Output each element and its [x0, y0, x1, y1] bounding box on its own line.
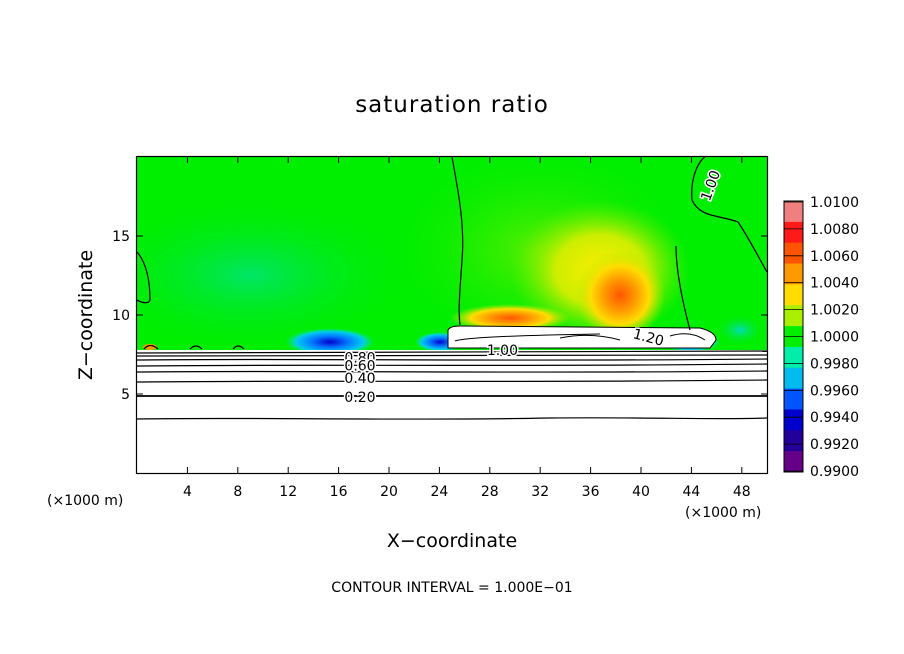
- colorbar-label: 0.9900: [810, 464, 859, 480]
- colorbar-swatch: [784, 242, 803, 265]
- x-tick-label: 12: [279, 484, 297, 500]
- y-axis: 5 10 15: [112, 229, 767, 403]
- y-tick-label: 5: [121, 387, 130, 403]
- colorbar-swatch: [784, 284, 803, 306]
- x-units-right: (×1000 m): [685, 505, 761, 521]
- colorbar-label: 1.0100: [810, 195, 859, 211]
- contour-labels: 1.001.201.000.800.600.400.20: [343, 167, 726, 408]
- x-axis: 4 8 12 16 20 24 28 32 36 40 44 48: [183, 157, 751, 500]
- colorbar-swatch: [784, 201, 803, 223]
- colorbar-label: 1.0020: [810, 303, 859, 319]
- colorbar-label: 1.0000: [810, 330, 859, 346]
- colorbar-swatch: [784, 388, 803, 410]
- y-axis-label: Z−coordinate: [75, 250, 97, 380]
- y-tick-label: 15: [112, 229, 130, 245]
- contour-lines: [136, 156, 768, 420]
- colorbar-swatch: [784, 451, 803, 473]
- x-tick-label: 28: [481, 484, 499, 500]
- x-tick-label: 48: [733, 484, 751, 500]
- colorbar-label: 0.9960: [810, 383, 859, 399]
- colorbar-label: 1.0060: [810, 249, 859, 265]
- colorbar-label: 0.9980: [810, 356, 859, 372]
- contour-interval: CONTOUR INTERVAL = 1.000E−01: [331, 580, 572, 596]
- colorbar-swatch: [784, 263, 803, 285]
- colorbar-swatch: [784, 305, 803, 327]
- x-units-left: (×1000 m): [47, 493, 123, 509]
- plot-frame: [135, 155, 769, 475]
- contour-label: 0.80: [344, 351, 375, 367]
- colorbar-swatch: [784, 367, 803, 390]
- contour-label: 0.60: [344, 359, 375, 375]
- x-tick-label: 40: [632, 484, 650, 500]
- colorbar-swatch: [784, 409, 803, 431]
- colorbar-label: 0.9920: [810, 437, 859, 453]
- x-axis-label: X−coordinate: [387, 530, 517, 552]
- colorbar-label: 0.9940: [810, 410, 859, 426]
- colorbar-label: 1.0080: [810, 222, 859, 238]
- chart-title: saturation ratio: [355, 92, 549, 118]
- contour-label: 0.20: [344, 390, 375, 406]
- saturation-field: [137, 157, 767, 473]
- x-tick-label: 24: [430, 484, 448, 500]
- x-tick-label: 8: [233, 484, 242, 500]
- contour-label: 1.00: [487, 343, 518, 359]
- colorbar-swatch: [784, 430, 803, 452]
- colorbar: 1.0100 1.0080 1.0060 1.0040 1.0020 1.0000 0.99…: [783, 195, 859, 480]
- y-tick-label: 10: [112, 308, 130, 324]
- x-tick-label: 32: [531, 484, 549, 500]
- colorbar-swatch: [784, 346, 803, 369]
- contour-label: 0.40: [344, 371, 375, 387]
- x-tick-label: 4: [183, 484, 192, 500]
- x-tick-label: 44: [682, 484, 700, 500]
- colorbar-swatch: [784, 221, 803, 244]
- colorbar-label: 1.0040: [810, 276, 859, 292]
- x-tick-label: 36: [582, 484, 600, 500]
- x-tick-label: 20: [380, 484, 398, 500]
- x-tick-label: 16: [330, 484, 348, 500]
